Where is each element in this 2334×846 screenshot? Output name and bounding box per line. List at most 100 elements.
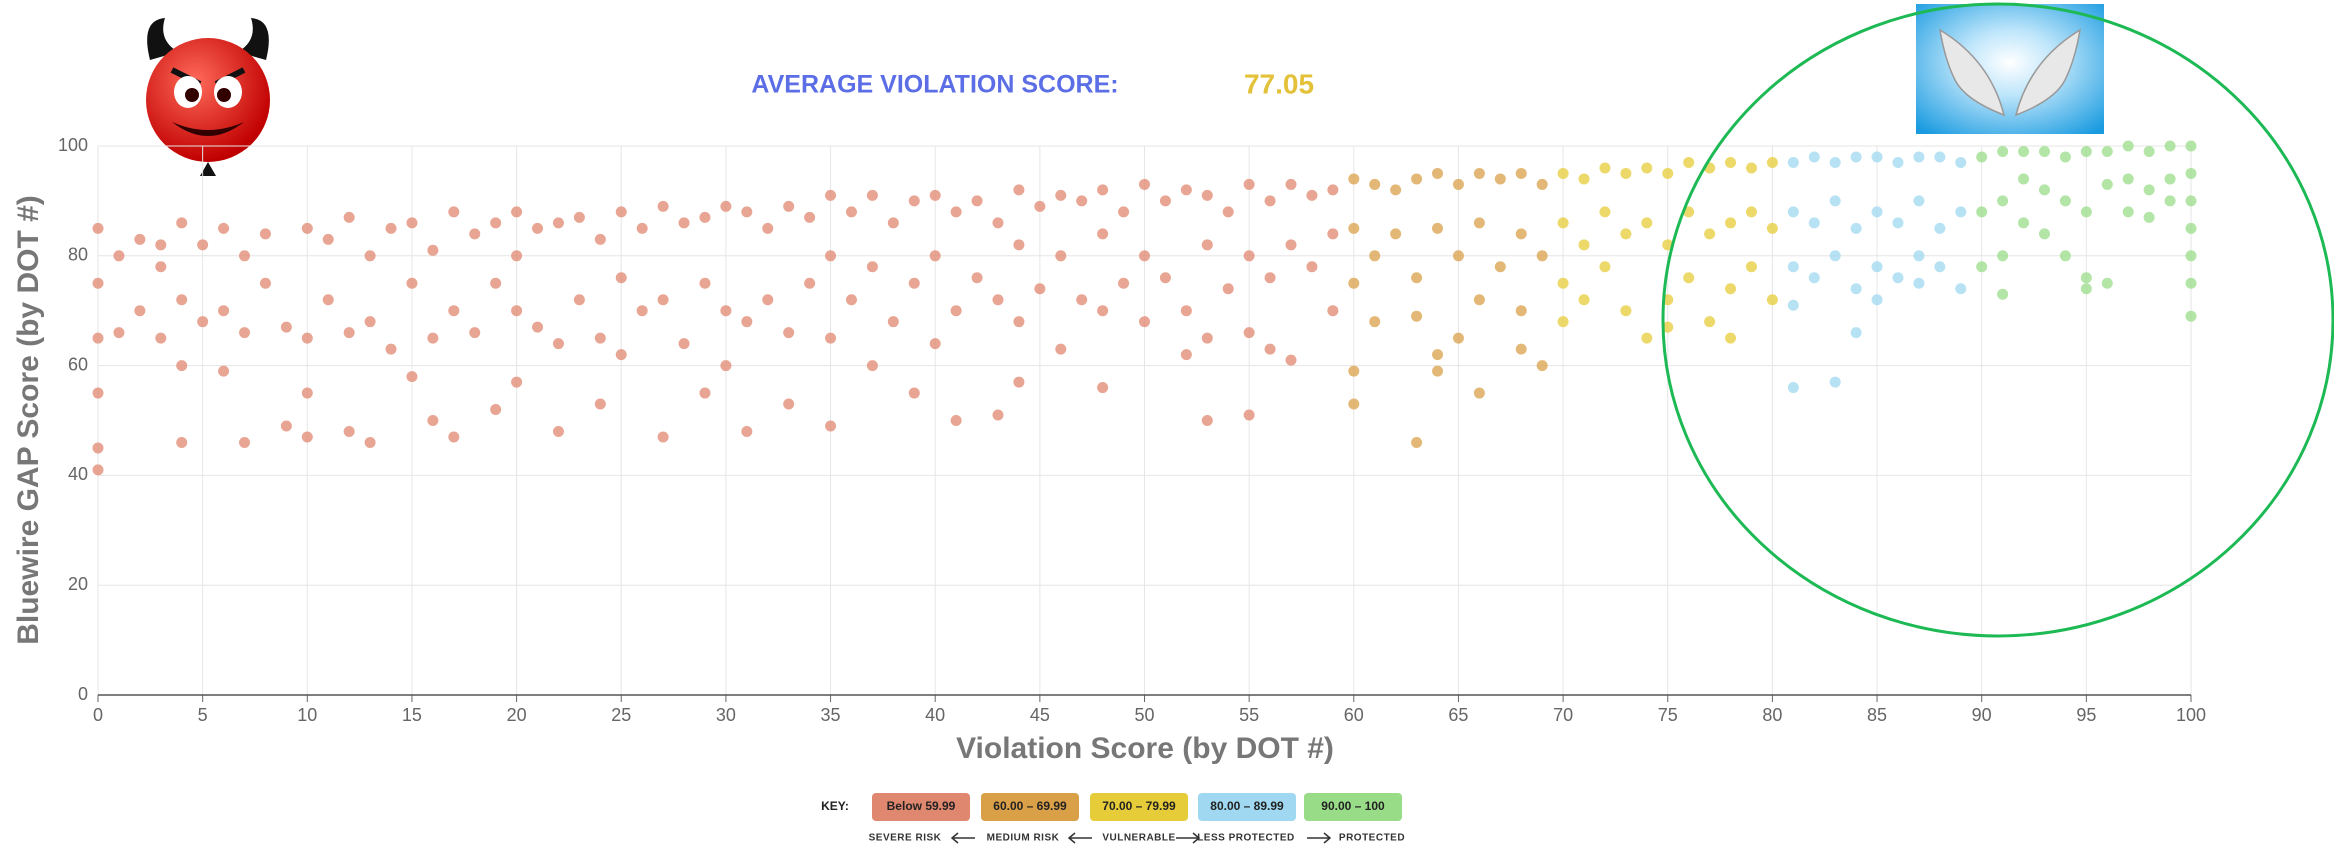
point xyxy=(1725,283,1737,295)
point xyxy=(1201,189,1213,201)
point xyxy=(720,305,732,317)
point xyxy=(762,294,774,306)
point xyxy=(594,233,606,245)
chart-title: AVERAGE VIOLATION SCORE: xyxy=(751,71,1118,99)
point xyxy=(825,189,837,201)
x-tick-label: 60 xyxy=(1344,705,1364,725)
point xyxy=(92,464,104,476)
point xyxy=(2185,167,2197,179)
point xyxy=(1243,327,1255,339)
point xyxy=(1704,316,1716,328)
point xyxy=(699,211,711,223)
point xyxy=(552,338,564,350)
points xyxy=(92,140,2197,476)
x-tick-label: 55 xyxy=(1239,705,1259,725)
point xyxy=(992,409,1004,421)
point xyxy=(1097,184,1109,196)
point xyxy=(2038,228,2050,240)
point xyxy=(1871,151,1883,163)
point xyxy=(1348,365,1360,377)
key-entry: Below 59.99 xyxy=(887,799,956,813)
point xyxy=(1390,228,1402,240)
point xyxy=(887,316,899,328)
point xyxy=(1369,250,1381,262)
x-tick-label: 35 xyxy=(821,705,841,725)
point xyxy=(1536,178,1548,190)
point xyxy=(1850,222,1862,234)
point xyxy=(2143,184,2155,196)
point xyxy=(1306,189,1318,201)
point xyxy=(2185,250,2197,262)
point xyxy=(301,387,313,399)
point xyxy=(1285,354,1297,366)
point xyxy=(322,294,334,306)
point xyxy=(657,431,669,443)
point xyxy=(825,250,837,262)
point xyxy=(1515,305,1527,317)
point xyxy=(176,217,188,229)
x-axis-title: Violation Score (by DOT #) xyxy=(956,732,1334,765)
point xyxy=(1913,277,1925,289)
point xyxy=(1745,162,1757,174)
point xyxy=(239,436,251,448)
point xyxy=(1892,156,1904,168)
point xyxy=(1725,332,1737,344)
point xyxy=(280,321,292,333)
point xyxy=(1557,167,1569,179)
point xyxy=(1411,173,1423,185)
point xyxy=(1578,294,1590,306)
point xyxy=(741,425,753,437)
point xyxy=(92,222,104,234)
point xyxy=(469,228,481,240)
point xyxy=(783,398,795,410)
point xyxy=(1913,195,1925,207)
point xyxy=(490,277,502,289)
point xyxy=(2164,140,2176,152)
point xyxy=(343,327,355,339)
point xyxy=(887,217,899,229)
point xyxy=(1473,217,1485,229)
key-entry: 70.00 – 79.99 xyxy=(1102,799,1176,813)
point xyxy=(866,360,878,372)
x-tick-label: 15 xyxy=(402,705,422,725)
key-swatch xyxy=(981,793,1079,821)
point xyxy=(134,233,146,245)
point xyxy=(1955,283,1967,295)
grid: 0 5 10 15 20 25 30 35 40 45 50 55 60 65 70 75 80 85 90 95 10… xyxy=(58,135,2206,725)
point xyxy=(1097,305,1109,317)
point xyxy=(2122,206,2134,218)
point xyxy=(1766,222,1778,234)
point xyxy=(1871,206,1883,218)
point xyxy=(2080,272,2092,284)
key-entry: 90.00 – 100 xyxy=(1321,799,1385,813)
point xyxy=(615,206,627,218)
point xyxy=(1013,316,1025,328)
point xyxy=(1725,217,1737,229)
point xyxy=(1829,156,1841,168)
point xyxy=(1620,305,1632,317)
point xyxy=(1787,382,1799,394)
point xyxy=(699,387,711,399)
point xyxy=(1473,294,1485,306)
point xyxy=(1620,167,1632,179)
point xyxy=(322,233,334,245)
point xyxy=(1390,184,1402,196)
point xyxy=(2185,277,2197,289)
point xyxy=(1264,195,1276,207)
point xyxy=(552,425,564,437)
point xyxy=(2101,178,2113,190)
point xyxy=(1180,305,1192,317)
point xyxy=(218,305,230,317)
point xyxy=(825,332,837,344)
point xyxy=(1201,332,1213,344)
point xyxy=(1369,178,1381,190)
point xyxy=(783,327,795,339)
point xyxy=(741,316,753,328)
point xyxy=(301,222,313,234)
point xyxy=(1432,349,1444,361)
key-arrows xyxy=(950,832,1332,844)
x-tick-label: 45 xyxy=(1030,705,1050,725)
point xyxy=(1787,299,1799,311)
point xyxy=(1578,239,1590,251)
point xyxy=(406,277,418,289)
